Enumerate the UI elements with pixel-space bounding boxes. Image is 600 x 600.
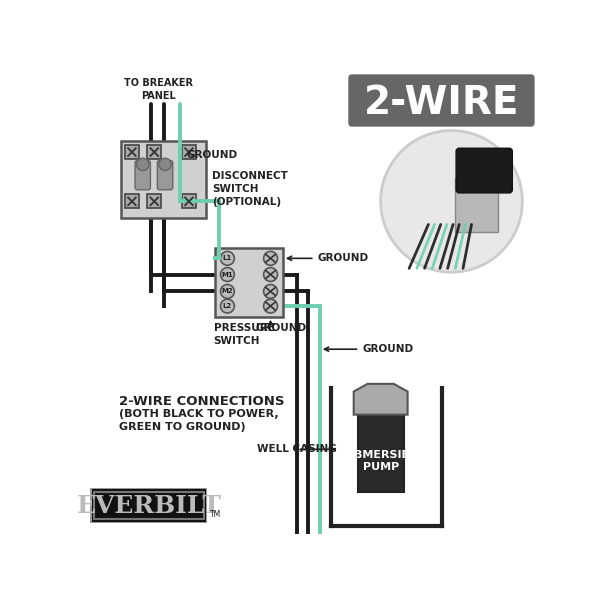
Text: DISCONNECT
SWITCH
(OPTIONAL): DISCONNECT SWITCH (OPTIONAL) [212, 170, 288, 207]
Circle shape [220, 268, 235, 281]
Bar [182, 145, 196, 159]
Text: PRESSURE
SWITCH: PRESSURE SWITCH [214, 323, 274, 346]
Bar [92, 490, 206, 521]
FancyBboxPatch shape [157, 161, 173, 190]
Circle shape [263, 268, 277, 281]
Text: WELL CASING: WELL CASING [257, 444, 337, 454]
Circle shape [263, 251, 277, 265]
Bar [121, 141, 206, 218]
Text: L1: L1 [223, 256, 232, 262]
Circle shape [380, 131, 523, 272]
Bar [182, 194, 196, 208]
Text: EVERBILT: EVERBILT [76, 494, 221, 518]
Polygon shape [354, 384, 407, 415]
Text: M2: M2 [221, 289, 233, 295]
Circle shape [220, 299, 235, 313]
Text: TO BREAKER
PANEL: TO BREAKER PANEL [124, 78, 193, 101]
Text: GROUND: GROUND [255, 323, 306, 333]
Circle shape [137, 158, 149, 170]
Text: TM: TM [210, 509, 221, 518]
Bar [94, 491, 203, 520]
Bar [358, 415, 404, 491]
Bar [91, 488, 208, 523]
Bar [148, 194, 161, 208]
Circle shape [263, 299, 277, 313]
Circle shape [220, 284, 235, 298]
Text: L2: L2 [223, 303, 232, 309]
Circle shape [159, 158, 171, 170]
Text: 2-WIRE CONNECTIONS: 2-WIRE CONNECTIONS [119, 395, 284, 409]
Circle shape [263, 284, 277, 298]
Bar [215, 248, 283, 317]
Text: 2-WIRE: 2-WIRE [364, 84, 519, 122]
Text: (BOTH BLACK TO POWER,: (BOTH BLACK TO POWER, [119, 409, 278, 419]
Text: GROUND: GROUND [287, 253, 368, 263]
Bar [148, 145, 161, 159]
Text: GROUND: GROUND [187, 150, 238, 160]
FancyBboxPatch shape [135, 161, 151, 190]
Bar [455, 178, 497, 232]
Circle shape [220, 251, 235, 265]
Text: GROUND: GROUND [325, 344, 413, 354]
Bar [125, 145, 139, 159]
Bar [125, 194, 139, 208]
Text: GREEN TO GROUND): GREEN TO GROUND) [119, 422, 245, 431]
FancyBboxPatch shape [349, 74, 535, 127]
Text: M1: M1 [221, 272, 233, 278]
Text: SUBMERSIBLE
PUMP: SUBMERSIBLE PUMP [337, 450, 424, 472]
FancyBboxPatch shape [456, 148, 512, 193]
